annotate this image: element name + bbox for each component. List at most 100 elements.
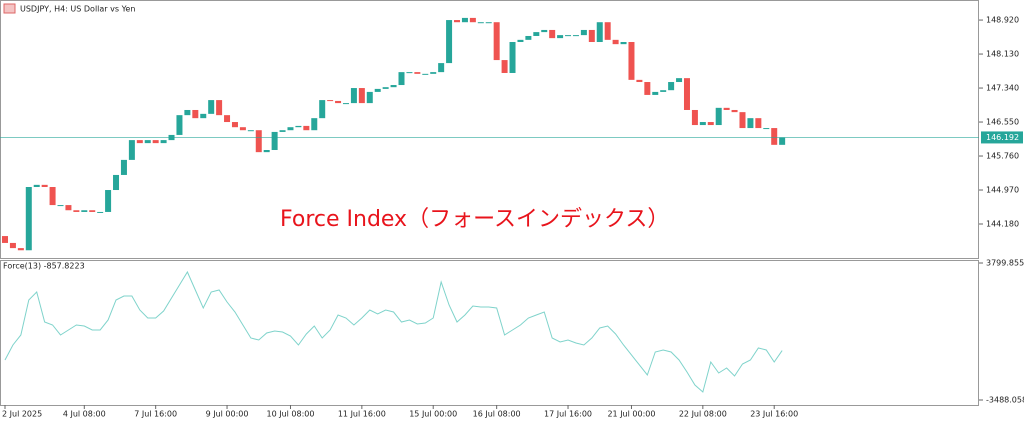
candle-body bbox=[652, 91, 659, 95]
candle-body bbox=[105, 190, 112, 212]
candle-body bbox=[128, 140, 135, 160]
candle-body bbox=[406, 72, 413, 74]
candle-body bbox=[287, 127, 294, 131]
candle-body bbox=[25, 187, 32, 251]
x-tick-label: 22 Jul 08:00 bbox=[679, 410, 727, 419]
current-price-label: 146.192 bbox=[986, 133, 1019, 142]
candle-body bbox=[311, 118, 318, 131]
candle-body bbox=[65, 205, 72, 211]
candle-body bbox=[446, 20, 453, 64]
force-line bbox=[4, 270, 783, 393]
candle-body bbox=[73, 210, 80, 212]
candle-body bbox=[239, 127, 246, 131]
candle-body bbox=[160, 140, 167, 144]
candle-body bbox=[676, 78, 683, 83]
candle-body bbox=[414, 72, 421, 74]
candle-body bbox=[303, 125, 310, 131]
candle-body bbox=[113, 174, 120, 191]
candle-body bbox=[184, 109, 191, 116]
candle-body bbox=[485, 22, 492, 24]
candle-body bbox=[200, 113, 207, 119]
candle-body bbox=[517, 39, 524, 43]
current-price-box bbox=[981, 131, 1023, 144]
y-tick-label: 147.340 bbox=[986, 84, 1019, 93]
candle-body bbox=[461, 17, 468, 23]
candle-body bbox=[81, 210, 88, 212]
candle-body bbox=[699, 122, 706, 126]
y-tick-label: 145.760 bbox=[986, 152, 1019, 161]
candle-body bbox=[152, 140, 159, 144]
candle-body bbox=[469, 17, 476, 23]
candle-body bbox=[747, 118, 754, 129]
candle-body bbox=[327, 100, 334, 102]
candle-body bbox=[342, 103, 349, 105]
candle-body bbox=[41, 184, 48, 188]
candle-body bbox=[438, 63, 445, 73]
x-tick-label: 10 Jul 08:00 bbox=[266, 410, 314, 419]
candle-body bbox=[144, 140, 151, 144]
candle-body bbox=[668, 82, 675, 91]
candle-body bbox=[541, 29, 548, 33]
candle-body bbox=[533, 32, 540, 36]
x-tick-label: 2 Jul 2025 bbox=[2, 410, 42, 419]
candle-body bbox=[604, 22, 611, 40]
candle-body bbox=[390, 85, 397, 88]
y-tick-label: 146.550 bbox=[986, 118, 1019, 127]
candle-body bbox=[565, 35, 572, 37]
price-panel-frame bbox=[0, 0, 979, 259]
y-tick-label: 144.180 bbox=[986, 220, 1019, 229]
candle-body bbox=[247, 130, 254, 132]
candle-body bbox=[271, 131, 278, 151]
candle-body bbox=[136, 140, 143, 144]
candle-body bbox=[366, 91, 373, 104]
candle-body bbox=[755, 118, 762, 129]
candle-body bbox=[319, 100, 326, 119]
candle-body bbox=[192, 109, 199, 119]
candle-body bbox=[2, 236, 8, 243]
candle-body bbox=[398, 72, 405, 86]
candle-body bbox=[33, 184, 40, 188]
candle-body bbox=[374, 88, 381, 92]
candle-body bbox=[382, 87, 389, 89]
x-tick-label: 15 Jul 00:00 bbox=[409, 410, 457, 419]
candle-body bbox=[620, 42, 627, 45]
candle-body bbox=[350, 88, 357, 104]
candle-body bbox=[525, 35, 532, 40]
candle-body bbox=[89, 210, 96, 212]
y-tick-label: 148.920 bbox=[986, 16, 1019, 25]
candle-body bbox=[216, 100, 223, 116]
candle-body bbox=[176, 115, 183, 135]
indicator-panel-frame bbox=[0, 260, 979, 406]
candle-body bbox=[739, 112, 746, 129]
candle-body bbox=[454, 20, 461, 23]
candle-body bbox=[707, 122, 714, 126]
candle-body bbox=[771, 128, 778, 145]
candle-body bbox=[763, 128, 770, 130]
candle-body bbox=[477, 22, 484, 24]
symbol-icon bbox=[3, 3, 16, 14]
candle-body bbox=[660, 90, 667, 92]
candle-body bbox=[580, 29, 587, 36]
candle-body bbox=[779, 137, 786, 145]
candle-body bbox=[358, 88, 365, 104]
candle-body bbox=[295, 125, 302, 128]
candle-body bbox=[549, 29, 556, 39]
x-tick-label: 17 Jul 16:00 bbox=[544, 410, 592, 419]
candle-body bbox=[557, 35, 564, 39]
y-tick-label: 148.130 bbox=[986, 50, 1019, 59]
candle-body bbox=[509, 42, 516, 73]
candle-body bbox=[596, 22, 603, 43]
candle-body bbox=[255, 130, 262, 153]
candle-body bbox=[57, 205, 64, 207]
x-tick-label: 4 Jul 08:00 bbox=[63, 410, 106, 419]
y-tick-label: 3799.8555 bbox=[986, 259, 1024, 268]
chart-title: USDJPY, H4: US Dollar vs Yen bbox=[20, 5, 135, 14]
candle-body bbox=[422, 73, 429, 75]
candle-body bbox=[224, 115, 231, 123]
candle-body bbox=[731, 109, 738, 113]
candle-body bbox=[97, 211, 104, 213]
candle-body bbox=[263, 150, 270, 153]
candle-body bbox=[17, 248, 24, 251]
annotation: Force Index（フォースインデックス） bbox=[280, 207, 669, 232]
